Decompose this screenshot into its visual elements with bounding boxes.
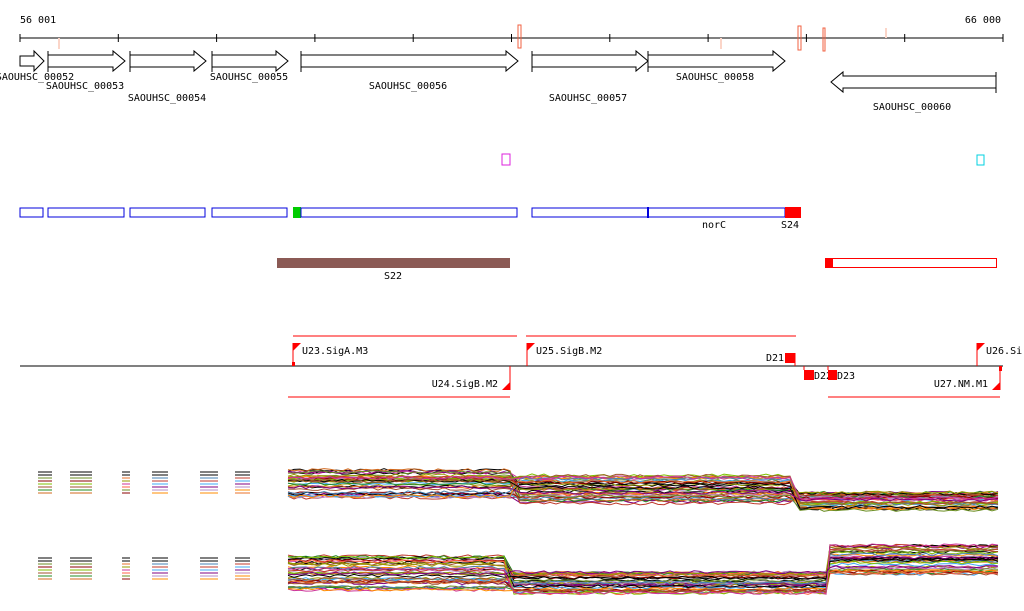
norC-label: norC (702, 220, 726, 231)
expression-line (287, 481, 999, 503)
gene-label: SAOUHSC_00060 (873, 102, 951, 113)
srna-start-box (825, 258, 833, 268)
gene-label: SAOUHSC_00054 (128, 93, 206, 104)
expression-line (287, 485, 999, 502)
srna-bar-outline[interactable] (825, 258, 997, 268)
promoter-U23[interactable]: U23.SigA.M3 (292, 343, 368, 366)
ruler: 56 001 66 000 (19, 15, 1004, 52)
S22-label: S22 (384, 271, 402, 282)
promoter-label: U23.SigA.M3 (302, 346, 368, 357)
marker (517, 24, 522, 49)
ruler-end-label: 66 000 (965, 15, 1001, 26)
expression-line (287, 479, 999, 510)
srna-S24-box[interactable] (785, 207, 801, 218)
expression-line (287, 473, 999, 506)
promoter-label: U26.Si (986, 346, 1022, 357)
cds-track: norC S24 (19, 207, 801, 231)
gene-label: SAOUHSC_00056 (369, 81, 447, 92)
terminator-D21[interactable]: D21 (766, 353, 796, 366)
srna-track: S22 (277, 258, 997, 282)
orf-start-box[interactable] (293, 207, 301, 218)
marker (58, 38, 60, 49)
cds-box[interactable] (211, 207, 288, 218)
cds-box[interactable] (47, 207, 125, 218)
gene-SAOUHSC_00058[interactable]: SAOUHSC_00058 (647, 49, 786, 83)
feature-marker-magenta[interactable] (501, 153, 511, 166)
terminator-D22[interactable]: D22 (803, 366, 832, 382)
terminator-label: D21 (766, 353, 784, 364)
expression-line (287, 565, 999, 576)
gene-SAOUHSC_00052[interactable]: SAOUHSC_00052 (0, 49, 74, 83)
cds-box-norC[interactable] (531, 207, 786, 218)
promoter-label: U27.NM.M1 (934, 379, 988, 390)
terminator-label: D22 (814, 371, 832, 382)
gene-label: SAOUHSC_00058 (676, 72, 754, 83)
feature-marker-cyan[interactable] (976, 154, 985, 166)
promoter-label: U24.SigB.M2 (432, 379, 498, 390)
marker (797, 25, 802, 51)
gene-SAOUHSC_00056[interactable]: SAOUHSC_00056 (300, 49, 519, 92)
promoter-U26[interactable]: U26.Si (976, 343, 1022, 366)
promoter-U24[interactable]: U24.SigB.M2 (432, 366, 511, 390)
cds-box[interactable] (300, 207, 518, 218)
expression-line (287, 477, 999, 500)
gene-track: SAOUHSC_00052 SAOUHSC_00053 SAOUHSC_0005… (0, 49, 997, 113)
expression-line (287, 569, 999, 585)
promoter-label: U25.SigB.M2 (536, 346, 602, 357)
S24-label: S24 (781, 220, 799, 231)
marker (885, 28, 887, 38)
gene-SAOUHSC_00055[interactable]: SAOUHSC_00055 (210, 49, 289, 83)
expression-line (287, 555, 999, 595)
marker (822, 27, 826, 52)
marker (720, 38, 722, 49)
ruler-start-label: 56 001 (20, 15, 56, 26)
expression-line (287, 558, 999, 580)
expression-line (287, 475, 999, 501)
expression-line (287, 546, 999, 576)
srna-S22-bar[interactable] (277, 258, 510, 268)
expression-line (287, 548, 998, 593)
terminator-D23[interactable]: D23 (827, 366, 855, 382)
terminator-label: D23 (837, 371, 855, 382)
gene-label: SAOUHSC_00057 (549, 93, 627, 104)
gene-label: SAOUHSC_00055 (210, 72, 288, 83)
promoter-U27[interactable]: U27.NM.M1 (934, 366, 1002, 390)
promoter-U25[interactable]: U25.SigB.M2 (526, 343, 602, 366)
expression-line (287, 552, 999, 590)
promoter-track: U23.SigA.M3 U25.SigB.M2 U26.Si U24.SigB.… (20, 335, 1022, 398)
gene-label: SAOUHSC_00052 (0, 72, 74, 83)
ruler-ticks (19, 34, 1004, 42)
gene-SAOUHSC_00057[interactable]: SAOUHSC_00057 (531, 49, 649, 104)
expression-line (287, 557, 999, 580)
cds-box[interactable] (129, 207, 206, 218)
expression-line (287, 556, 999, 583)
expression-track-plus (38, 468, 999, 512)
cds-box[interactable] (19, 207, 44, 218)
gene-SAOUHSC_00054[interactable]: SAOUHSC_00054 (128, 49, 207, 104)
gene-SAOUHSC_00053[interactable]: SAOUHSC_00053 (46, 49, 126, 92)
gene-label: SAOUHSC_00053 (46, 81, 124, 92)
expression-track-minus (38, 543, 999, 596)
expression-line (287, 562, 999, 590)
expression-line (287, 543, 999, 595)
expression-line (287, 475, 999, 511)
gene-SAOUHSC_00060[interactable]: SAOUHSC_00060 (830, 70, 997, 113)
